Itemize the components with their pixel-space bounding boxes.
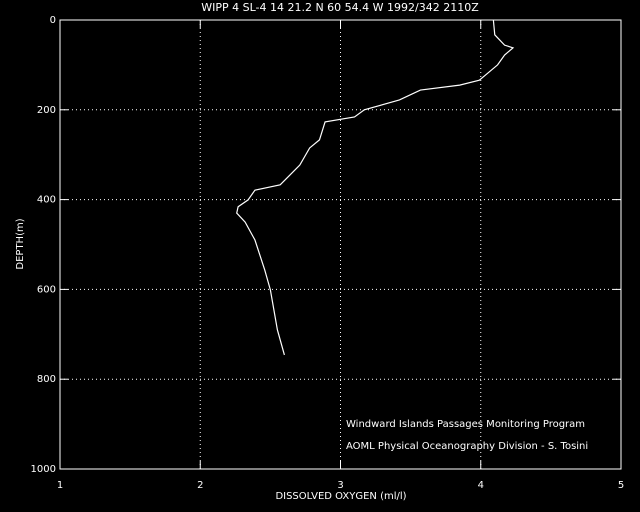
y-tick-label: 400 [37, 195, 56, 206]
y-tick-label: 200 [37, 105, 56, 116]
y-tick-label: 1000 [31, 464, 56, 475]
x-axis-label: DISSOLVED OXYGEN (ml/l) [275, 491, 406, 502]
y-tick-label: 600 [37, 284, 56, 295]
y-axis-label: DEPTH(m) [15, 218, 26, 269]
profile-line [236, 19, 515, 356]
x-tick-label: 4 [478, 480, 484, 491]
x-tick-label: 2 [197, 480, 203, 491]
annotation: Windward Islands Passages Monitoring Pro… [346, 419, 585, 430]
y-tick-label: 800 [37, 374, 56, 385]
chart-title: WIPP 4 SL-4 14 21.2 N 60 54.4 W 1992/342… [201, 1, 479, 14]
x-tick-label: 3 [337, 480, 343, 491]
y-tick-label: 0 [50, 15, 56, 26]
x-tick-label: 1 [57, 480, 63, 491]
x-tick-label: 5 [618, 480, 624, 491]
annotation: AOML Physical Oceanography Division - S.… [346, 441, 588, 452]
